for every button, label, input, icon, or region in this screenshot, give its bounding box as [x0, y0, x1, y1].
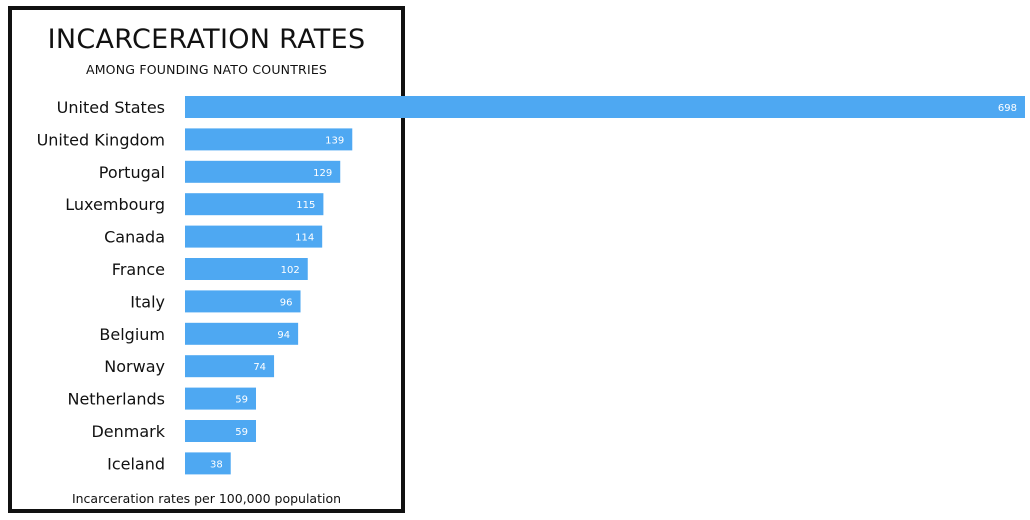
- value-label: 74: [253, 362, 266, 373]
- category-label: Iceland: [107, 454, 165, 473]
- category-label: Italy: [130, 292, 165, 311]
- value-label: 139: [325, 135, 344, 146]
- value-label: 129: [313, 168, 332, 179]
- category-label: Denmark: [91, 422, 165, 441]
- bar-norway: [185, 355, 275, 378]
- value-label: 102: [281, 265, 300, 276]
- category-label: Netherlands: [67, 390, 165, 409]
- value-label: 698: [998, 103, 1017, 114]
- bar-belgium: [185, 322, 299, 345]
- bar-france: [185, 258, 308, 280]
- value-label: 114: [295, 233, 314, 244]
- bar-united-kingdom: [185, 128, 353, 151]
- bar-canada: [185, 225, 323, 248]
- value-label: 115: [296, 200, 315, 211]
- category-label: United States: [57, 98, 165, 117]
- bar-united-states: [185, 96, 1025, 118]
- bar-denmark: [185, 420, 257, 442]
- value-label: 94: [277, 330, 290, 341]
- category-label: United Kingdom: [37, 130, 165, 149]
- value-label: 59: [235, 395, 248, 406]
- category-label: Norway: [104, 357, 165, 376]
- category-label: France: [112, 260, 165, 279]
- bar-netherlands: [185, 387, 257, 410]
- chart-subtitle: AMONG FOUNDING NATO COUNTRIES: [85, 62, 328, 77]
- bar-portugal: [185, 160, 341, 183]
- value-label: 59: [235, 427, 248, 438]
- category-label: Belgium: [99, 325, 165, 344]
- category-label: Canada: [104, 228, 165, 247]
- value-label: 96: [280, 297, 293, 308]
- value-label: 38: [210, 459, 223, 470]
- bar-italy: [185, 290, 301, 313]
- bar-luxembourg: [185, 193, 324, 216]
- bar-iceland: [185, 452, 231, 475]
- chart-title: INCARCERATION RATES: [47, 24, 366, 55]
- category-label: Portugal: [99, 163, 165, 182]
- chart-footnote: Incarceration rates per 100,000 populati…: [71, 491, 342, 506]
- category-label: Luxembourg: [65, 195, 165, 214]
